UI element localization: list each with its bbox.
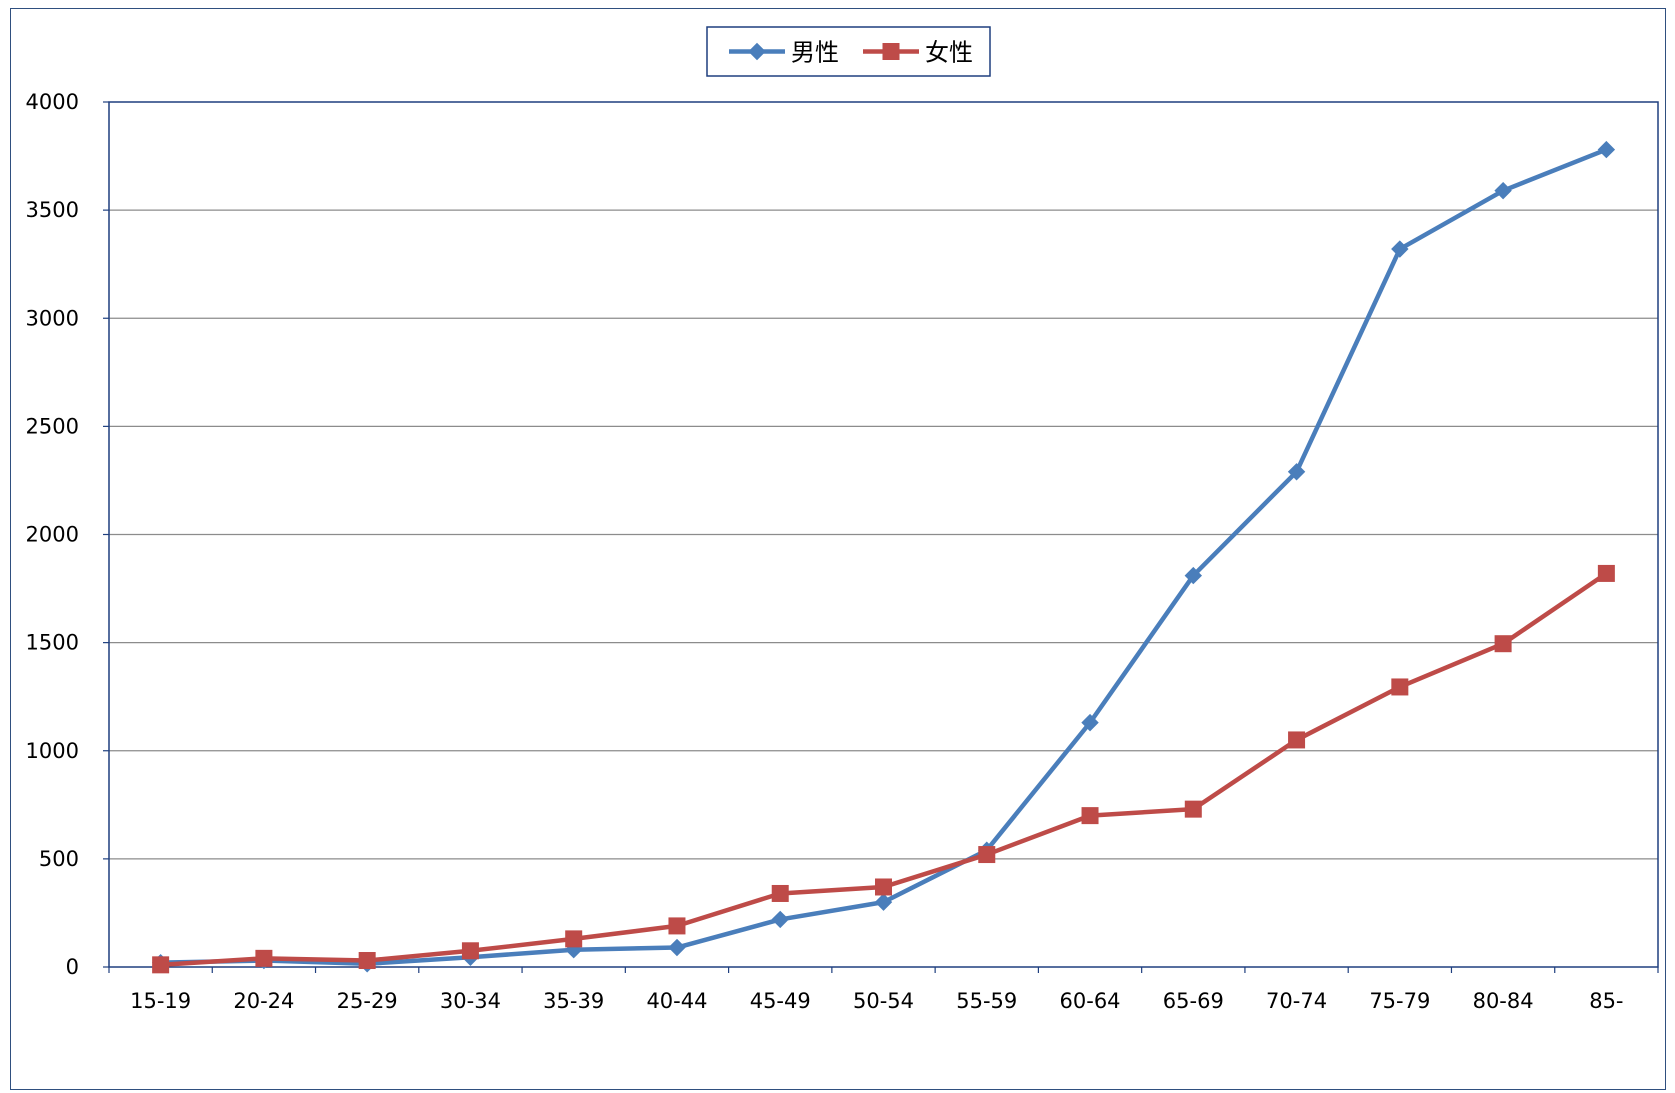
series-line [158, 147, 1609, 967]
x-tick-label: 70-74 [1266, 989, 1327, 1013]
data-point-diamond [1494, 181, 1512, 200]
x-tick-label: 85- [1589, 989, 1623, 1013]
data-point-square [1391, 678, 1409, 696]
series-2 [152, 564, 1615, 974]
x-tick-label: 30-34 [440, 989, 501, 1013]
series-layer [151, 140, 1616, 974]
data-point-square [1597, 564, 1615, 582]
y-tick-label: 3000 [26, 306, 79, 330]
legend-label: 男性 [791, 39, 839, 67]
legend-item: 女性 [863, 39, 973, 67]
data-point-square [1081, 807, 1099, 825]
data-point-diamond [748, 42, 766, 61]
data-point-square [882, 43, 900, 60]
y-tick-label: 1500 [26, 631, 79, 655]
y-axis: 0 500 1000 1500 2000 2500 3000 3500 4000 [26, 90, 109, 979]
y-tick-label: 2000 [26, 523, 79, 547]
data-point-diamond [1597, 140, 1616, 159]
data-point-square [358, 952, 376, 970]
x-tick-label: 60-64 [1060, 989, 1121, 1013]
x-tick-label: 45-49 [750, 989, 811, 1013]
data-point-diamond [771, 910, 789, 929]
x-tick-label: 20-24 [233, 989, 294, 1013]
data-point-square [668, 917, 686, 935]
data-point-square [1288, 731, 1306, 749]
data-point-square [1494, 635, 1512, 653]
data-point-diamond [1391, 240, 1409, 258]
x-tick-label: 40-44 [646, 989, 707, 1013]
y-tick-label: 4000 [26, 90, 79, 114]
data-point-square [255, 949, 273, 967]
data-point-diamond [1184, 566, 1203, 585]
x-tick-label: 80-84 [1473, 989, 1534, 1013]
series-1 [151, 140, 1616, 973]
legend-item: 男性 [729, 39, 839, 67]
x-tick-label: 50-54 [853, 989, 914, 1013]
y-tick-label: 500 [39, 847, 79, 871]
data-point-square [875, 878, 892, 896]
data-point-diamond [668, 938, 686, 957]
data-point-square [152, 956, 170, 974]
data-point-square [565, 930, 583, 948]
x-tick-label: 75-79 [1369, 989, 1430, 1013]
line-chart: 男性 女性 0 500 1000 1500 2000 2500 3000 3500 4000 15… [26, 26, 1659, 1013]
x-tick-label: 25-29 [337, 989, 398, 1013]
x-tick-label: 55-59 [956, 989, 1017, 1013]
data-point-square [771, 884, 789, 902]
y-tick-label: 2500 [26, 414, 79, 438]
data-point-square [461, 942, 479, 960]
gridlines [109, 209, 1658, 860]
data-point-diamond [1287, 463, 1306, 481]
x-axis: 15-19 20-24 25-29 30-34 35-39 40-44 45-49 50-54… [108, 967, 1659, 1013]
x-tick-label: 65-69 [1163, 989, 1224, 1013]
chart-frame: 男性 女性 0 500 1000 1500 2000 2500 3000 3500 4000 15… [10, 8, 1666, 1090]
data-point-diamond [1081, 713, 1099, 732]
y-tick-label: 3500 [26, 198, 79, 222]
data-point-square [978, 846, 996, 864]
y-tick-label: 1000 [26, 739, 79, 763]
data-point-square [1184, 800, 1202, 818]
legend: 男性 女性 [706, 26, 991, 77]
x-tick-label: 15-19 [130, 989, 191, 1013]
y-tick-label: 0 [66, 955, 79, 979]
x-tick-label: 35-39 [543, 989, 604, 1013]
legend-label: 女性 [925, 39, 973, 67]
data-point-diamond [874, 893, 893, 911]
